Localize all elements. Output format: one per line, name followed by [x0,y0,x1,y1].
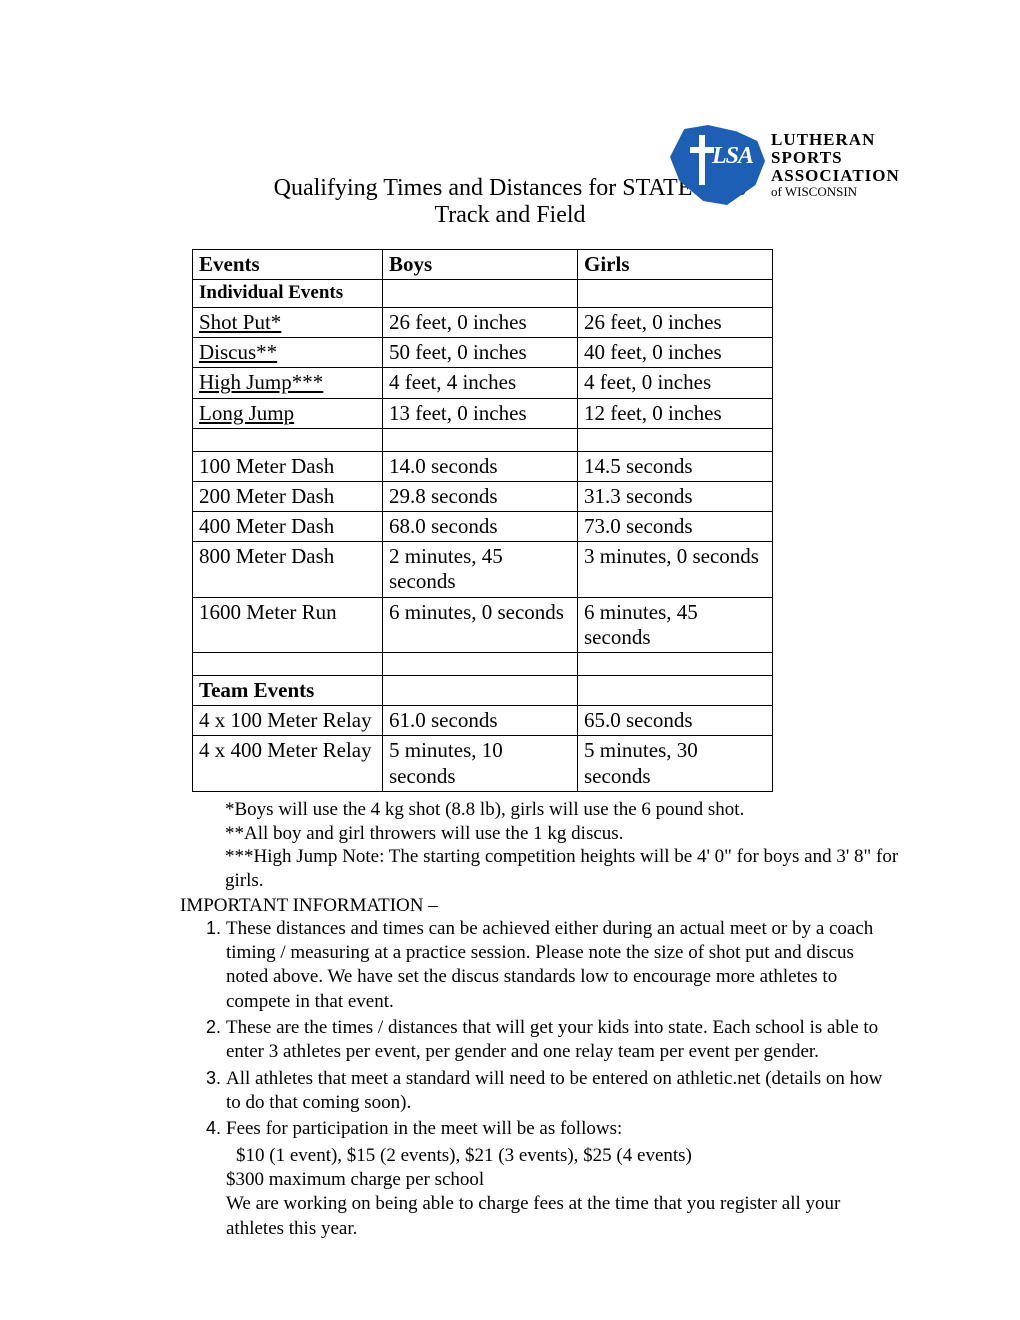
event-name: 200 Meter Dash [193,481,383,511]
fee-line1: $10 (1 event), $15 (2 events), $21 (3 ev… [236,1144,900,1168]
table-row: 4 x 100 Meter Relay61.0 seconds65.0 seco… [193,706,773,736]
boys-value: 2 minutes, 45 seconds [383,542,578,597]
event-name: Shot Put* [193,307,383,337]
girls-value: 6 minutes, 45 seconds [578,597,773,652]
event-name: 1600 Meter Run [193,597,383,652]
logo-line2: SPORTS [771,149,900,167]
table-row: 200 Meter Dash29.8 seconds31.3 seconds [193,481,773,511]
logo-badge-icon: LSA [670,125,765,205]
girls-value: 31.3 seconds [578,481,773,511]
fee-line2: $300 maximum charge per school [226,1168,900,1192]
table-row: Discus**50 feet, 0 inches40 feet, 0 inch… [193,338,773,368]
table-row: Team Events [193,676,773,706]
info-item: All athletes that meet a standard will n… [226,1067,900,1116]
document-page: LSA LUTHERAN SPORTS ASSOCIATION of WISCO… [0,0,1020,1320]
event-name: 100 Meter Dash [193,451,383,481]
spacer [193,653,383,676]
blank [578,280,773,308]
info-item: Fees for participation in the meet will … [226,1117,900,1141]
boys-value: 29.8 seconds [383,481,578,511]
footnote-3: ***High Jump Note: The starting competit… [225,845,900,893]
boys-value: 61.0 seconds [383,706,578,736]
table-row [193,653,773,676]
spacer [383,653,578,676]
title-line2: Track and Field [120,202,900,229]
cross-icon [690,135,714,185]
boys-value: 6 minutes, 0 seconds [383,597,578,652]
boys-value: 4 feet, 4 inches [383,368,578,398]
spacer [193,428,383,451]
event-name: 4 x 400 Meter Relay [193,736,383,791]
girls-value: 73.0 seconds [578,512,773,542]
girls-value: 3 minutes, 0 seconds [578,542,773,597]
table-row: 1600 Meter Run6 minutes, 0 seconds6 minu… [193,597,773,652]
event-name: 4 x 100 Meter Relay [193,706,383,736]
event-name: High Jump*** [193,368,383,398]
logo-text: LUTHERAN SPORTS ASSOCIATION of WISCONSIN [771,131,900,199]
logo-line3: ASSOCIATION [771,167,900,185]
col-events: Events [193,250,383,280]
footnotes: *Boys will use the 4 kg shot (8.8 lb), g… [225,798,900,893]
col-boys: Boys [383,250,578,280]
table-row: 800 Meter Dash2 minutes, 45 seconds3 min… [193,542,773,597]
table-row: Shot Put*26 feet, 0 inches26 feet, 0 inc… [193,307,773,337]
table-row: High Jump***4 feet, 4 inches4 feet, 0 in… [193,368,773,398]
table-row: 100 Meter Dash14.0 seconds14.5 seconds [193,451,773,481]
event-name: Long Jump [193,398,383,428]
lsa-logo: LSA LUTHERAN SPORTS ASSOCIATION of WISCO… [670,125,910,205]
girls-value: 14.5 seconds [578,451,773,481]
logo-initials: LSA [712,143,753,170]
blank [578,676,773,706]
section-individual: Individual Events [193,280,383,308]
table-row: Individual Events [193,280,773,308]
info-item: These are the times / distances that wil… [226,1016,900,1065]
boys-value: 13 feet, 0 inches [383,398,578,428]
girls-value: 65.0 seconds [578,706,773,736]
boys-value: 5 minutes, 10 seconds [383,736,578,791]
info-list: These distances and times can be achieve… [180,917,900,1142]
spacer [383,428,578,451]
table-row: 4 x 400 Meter Relay5 minutes, 10 seconds… [193,736,773,791]
spacer [578,653,773,676]
standards-table: EventsBoysGirlsIndividual EventsShot Put… [192,249,773,792]
logo-line4: of WISCONSIN [771,185,900,199]
boys-value: 68.0 seconds [383,512,578,542]
info-item: These distances and times can be achieve… [226,917,900,1014]
girls-value: 4 feet, 0 inches [578,368,773,398]
girls-value: 5 minutes, 30 seconds [578,736,773,791]
table-row: Long Jump13 feet, 0 inches12 feet, 0 inc… [193,398,773,428]
table-row: EventsBoysGirls [193,250,773,280]
fee-line3: We are working on being able to charge f… [226,1192,900,1241]
boys-value: 14.0 seconds [383,451,578,481]
footnote-2: **All boy and girl throwers will use the… [225,822,900,846]
important-heading: IMPORTANT INFORMATION – [180,895,900,917]
boys-value: 50 feet, 0 inches [383,338,578,368]
blank [383,280,578,308]
logo-line1: LUTHERAN [771,131,900,149]
col-girls: Girls [578,250,773,280]
girls-value: 40 feet, 0 inches [578,338,773,368]
footnote-1: *Boys will use the 4 kg shot (8.8 lb), g… [225,798,900,822]
girls-value: 12 feet, 0 inches [578,398,773,428]
spacer [578,428,773,451]
document-header: LSA LUTHERAN SPORTS ASSOCIATION of WISCO… [120,125,900,229]
event-name: Discus** [193,338,383,368]
event-name: 400 Meter Dash [193,512,383,542]
event-name: 800 Meter Dash [193,542,383,597]
blank [383,676,578,706]
table-row: 400 Meter Dash68.0 seconds73.0 seconds [193,512,773,542]
girls-value: 26 feet, 0 inches [578,307,773,337]
table-row [193,428,773,451]
boys-value: 26 feet, 0 inches [383,307,578,337]
section-team: Team Events [193,676,383,706]
fee-lines: $10 (1 event), $15 (2 events), $21 (3 ev… [226,1144,900,1241]
